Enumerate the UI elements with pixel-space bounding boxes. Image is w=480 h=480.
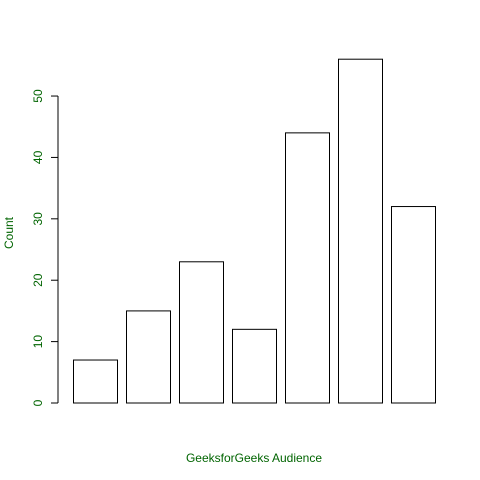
y-axis-label: Count <box>2 216 16 249</box>
bar <box>73 359 118 404</box>
y-tick-label: 0 <box>31 399 45 406</box>
y-tick-label: 30 <box>31 212 45 226</box>
bar <box>232 328 277 404</box>
y-tick-label: 20 <box>31 273 45 287</box>
bar <box>126 310 171 404</box>
x-axis-label: GeeksforGeeks Audience <box>186 451 322 465</box>
bar <box>338 58 383 404</box>
bar <box>285 132 330 404</box>
y-tick-label: 50 <box>31 89 45 103</box>
bar <box>179 261 224 404</box>
bar <box>391 206 436 404</box>
y-tick-label: 40 <box>31 150 45 164</box>
y-tick-label: 10 <box>31 335 45 349</box>
